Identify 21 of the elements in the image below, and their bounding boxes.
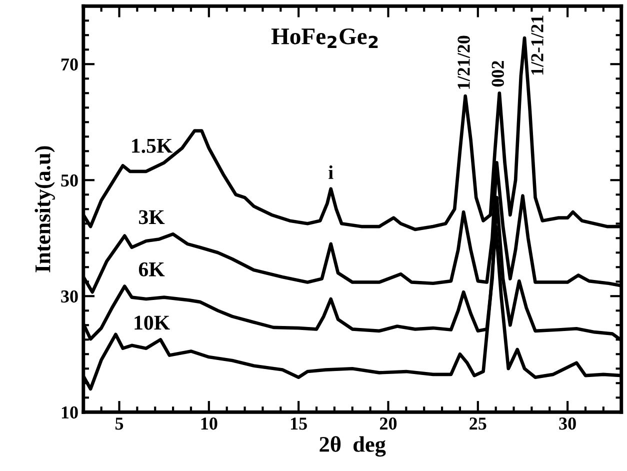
x-tick-label: 10	[201, 418, 218, 430]
series-label: 3K	[139, 210, 165, 224]
y-tick-label: 70	[62, 58, 78, 71]
annotation: 002	[492, 61, 504, 87]
annotation: 1/2-1/21	[531, 16, 544, 75]
series-label: 10K	[134, 316, 170, 330]
y-tick-label: 50	[61, 174, 78, 187]
series-label: 1.5K	[132, 138, 172, 153]
y-axis-title: Intensity(a.u)	[34, 146, 55, 272]
y-tick-label: 30	[61, 290, 78, 303]
x-tick-label: 25	[470, 418, 486, 430]
x-axis-title: 2θ deg	[320, 436, 386, 457]
x-tick-label: 20	[380, 418, 397, 430]
annotation: i	[328, 165, 334, 179]
x-tick-label: 5	[115, 418, 124, 430]
x-tick-label: 30	[559, 418, 576, 430]
y-tick-label: 10	[62, 406, 78, 419]
text: HoFe$_{2}$Ge$_{2}$	[271, 28, 378, 48]
series-label: 6K	[138, 262, 165, 276]
x-tick-label: 15	[290, 418, 307, 430]
annotation: 1/21/20	[458, 36, 470, 89]
